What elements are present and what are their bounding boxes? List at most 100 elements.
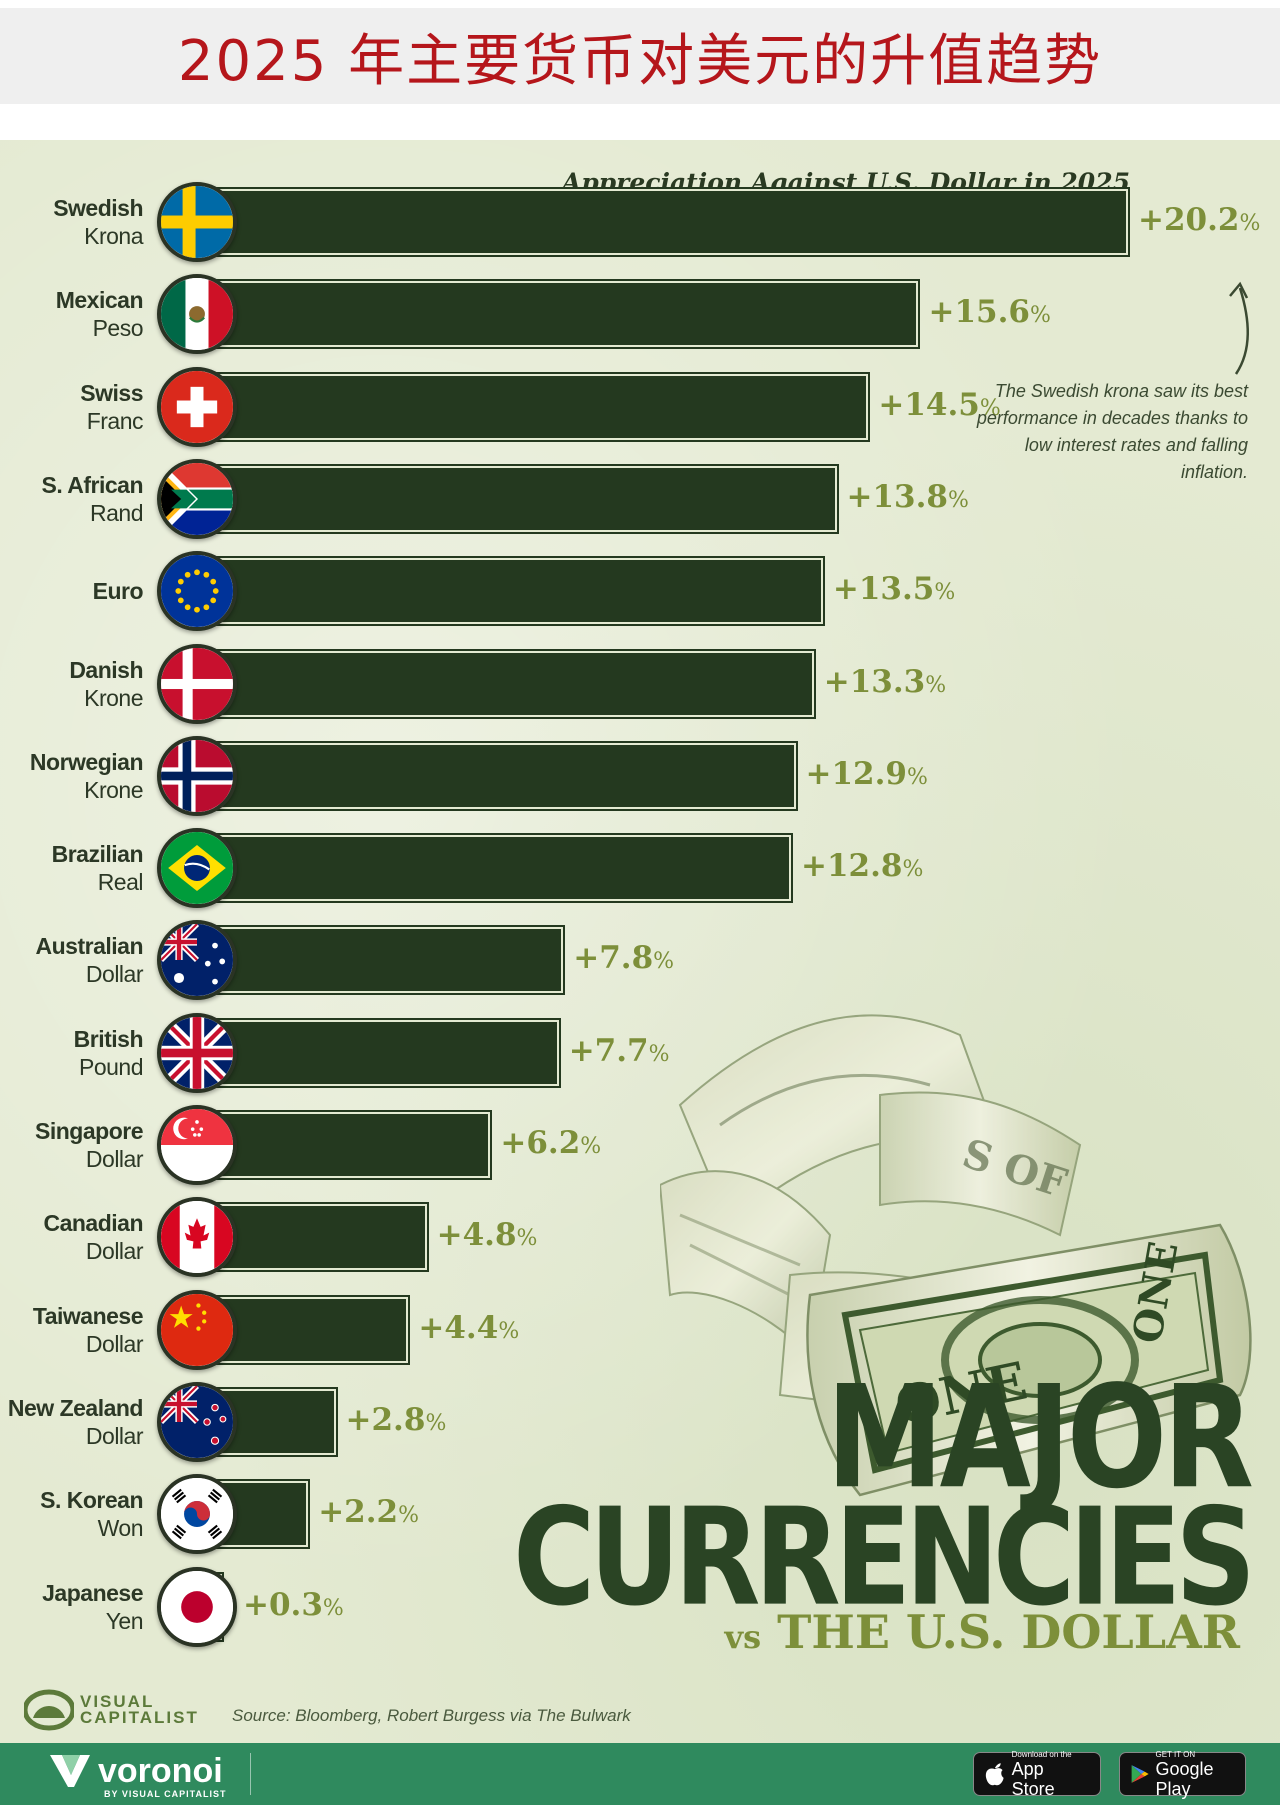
category-label-line-2: Dollar [85,1331,144,1357]
value-number: +2.8 [345,1402,426,1438]
category-label-line-1: British [73,1026,144,1052]
bar [206,741,798,811]
sweden-flag-icon [157,182,237,262]
category-label-line-1: Singapore [35,1118,143,1144]
bar-row: Australian Dollar +7.8% [0,920,1280,1000]
denmark-flag-icon [157,644,237,724]
value-number: +4.8 [436,1217,517,1253]
title-bar: 2025 年主要货币对美元的升值趋势 [0,8,1280,104]
category-label-line-2: Real [97,869,144,895]
value-label: +0.3% [243,1587,344,1623]
app-store-big: App Store [1011,1758,1055,1799]
bar [206,1202,429,1272]
category-label-line-2: Dollar [85,1146,144,1172]
headline-currencies: CURRENCIES [513,1480,1256,1636]
value-number: +13.3 [823,664,926,700]
category-label: Singapore Dollar [0,1117,143,1173]
crumpled-dollar-bill-icon: S OF ONE ONE [660,1014,1252,1497]
value-unit: % [907,765,928,790]
value-unit: % [425,1411,447,1436]
value-number: +7.8 [573,940,654,976]
brand-line-2: CAPITALIST [80,1708,199,1727]
south-korea-flag-icon [157,1474,237,1554]
switzerland-flag-icon [157,367,237,447]
category-label-line-2: Franc [86,408,144,434]
bar [205,279,921,349]
value-number: +4.4 [418,1310,499,1346]
annotation-text: The Swedish krona saw its best performan… [976,381,1248,482]
annotation-arrow-icon [1229,281,1249,375]
category-label: Canadian Dollar [0,1209,143,1265]
bar-row: Swedish Krona +20.2% [0,182,1280,262]
value-unit: % [1239,211,1261,236]
bar [206,833,793,903]
value-number: +12.8 [800,848,903,884]
bar-row: Norwegian Krone +12.9% [0,736,1280,816]
value-number: +12.9 [805,756,907,792]
headline-subline: vs THE U.S. DOLLAR [725,1605,1240,1659]
bar [206,649,816,719]
category-label-line-1: Euro [92,578,144,604]
category-label: Brazilian Real [0,840,144,896]
voronoi-logo-icon [50,1755,90,1787]
category-label: S. Korean Won [0,1486,143,1542]
value-label: +7.7% [569,1033,670,1069]
bar-row: S. Korean Won +2.2% [0,1474,1280,1554]
bar [206,556,825,626]
category-label-line-2: Dollar [85,1238,144,1264]
bar [205,925,566,995]
app-store-small: Download on the [1011,1749,1072,1759]
category-label-line-1: S. African [41,472,143,498]
japan-flag-icon [157,1567,237,1647]
brand-line-1: VISUAL [80,1692,155,1711]
value-unit: % [398,1503,420,1528]
app-store-button[interactable]: Download on the App Store [973,1749,1101,1799]
footer: voronoi BY VISUAL CAPITALIST Download on… [0,1743,1280,1805]
china-flag-icon [157,1290,237,1370]
bar-row: Singapore Dollar +6.2% [0,1105,1280,1185]
category-label-line-1: Japanese [42,1580,143,1606]
bar-row: Taiwanese Dollar +4.4% [0,1290,1280,1370]
value-unit: % [979,396,1001,421]
bar-row: Danish Krone +13.3% [0,644,1280,724]
category-label: Danish Krone [0,656,143,712]
category-label-line-2: Krona [84,223,143,249]
brazil-flag-icon [157,828,237,908]
mexico-flag-icon [157,274,237,354]
value-label: +15.6% [928,294,1050,330]
value-label: +12.8% [801,848,923,884]
google-play-button[interactable]: GET IT ON Google Play [1119,1749,1246,1799]
value-number: +6.2 [500,1125,581,1161]
value-number: +14.5 [878,387,980,423]
value-number: +0.3 [243,1587,323,1623]
visual-capitalist-logo: VISUAL CAPITALIST [24,1685,199,1735]
category-label-line-2: Won [97,1515,144,1541]
category-label-line-1: Australian [35,933,144,959]
australia-flag-icon [157,920,237,1000]
category-label-line-1: S. Korean [40,1487,143,1513]
category-label-line-2: Pound [78,1054,144,1080]
eu-flag-icon [157,551,237,631]
category-label-line-2: Krone [84,685,143,711]
source-text: Source: Bloomberg, Robert Burgess via Th… [232,1706,631,1725]
bar-row: Euro +13.5% [0,551,1280,631]
category-label: New Zealand Dollar [0,1394,144,1450]
value-label: +13.8% [847,479,969,515]
visual-capitalist-logo-icon [24,1689,74,1731]
value-unit: % [947,488,969,513]
bar [205,372,871,442]
category-label: Swiss Franc [0,379,143,435]
category-label-line-2: Krone [84,777,143,803]
category-label: Euro [0,577,144,605]
category-label-line-1: Swiss [80,380,143,406]
category-label-line-1: Mexican [55,287,144,313]
bar [205,1110,493,1180]
value-unit: % [934,580,956,605]
voronoi-logo[interactable]: voronoi [48,1751,223,1791]
bar [205,1295,411,1365]
google-play-small: GET IT ON [1155,1749,1196,1759]
category-label: Australian Dollar [0,932,144,988]
value-unit: % [516,1226,538,1251]
apple-icon [985,1763,1004,1786]
value-unit: % [322,1596,344,1621]
